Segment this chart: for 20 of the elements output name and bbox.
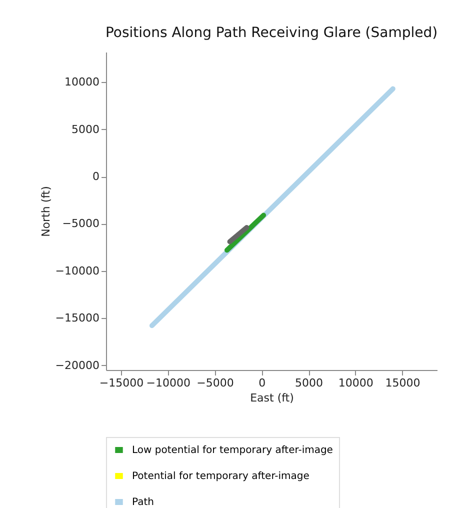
y-tick-label: 5000 bbox=[72, 122, 100, 136]
y-tick-label: −5000 bbox=[62, 217, 100, 230]
x-tick-label: 5000 bbox=[295, 376, 324, 390]
x-tick-label: −15000 bbox=[99, 376, 144, 390]
y-tick-label: −10000 bbox=[55, 264, 100, 278]
legend-label: Path bbox=[132, 497, 154, 508]
chart-title: Positions Along Path Receiving Glare (Sampled) bbox=[105, 25, 438, 41]
y-tick-label: −20000 bbox=[55, 358, 100, 372]
x-tick-label: 0 bbox=[258, 376, 266, 390]
x-tick-label: −10000 bbox=[146, 376, 190, 390]
x-tick-label: −5000 bbox=[196, 376, 234, 390]
y-tick-label: 0 bbox=[92, 170, 100, 184]
x-tick-label: 10000 bbox=[338, 376, 374, 390]
y-tick-label: 10000 bbox=[64, 76, 100, 89]
x-tick-label: 15000 bbox=[385, 376, 420, 390]
legend-label: Potential for temporary after-image bbox=[132, 471, 310, 482]
legend-label: Low potential for temporary after-image bbox=[132, 445, 333, 456]
x-axis-title: East (ft) bbox=[250, 392, 294, 404]
y-tick-label: −15000 bbox=[55, 312, 100, 325]
y-axis-title: North (ft) bbox=[39, 186, 52, 237]
